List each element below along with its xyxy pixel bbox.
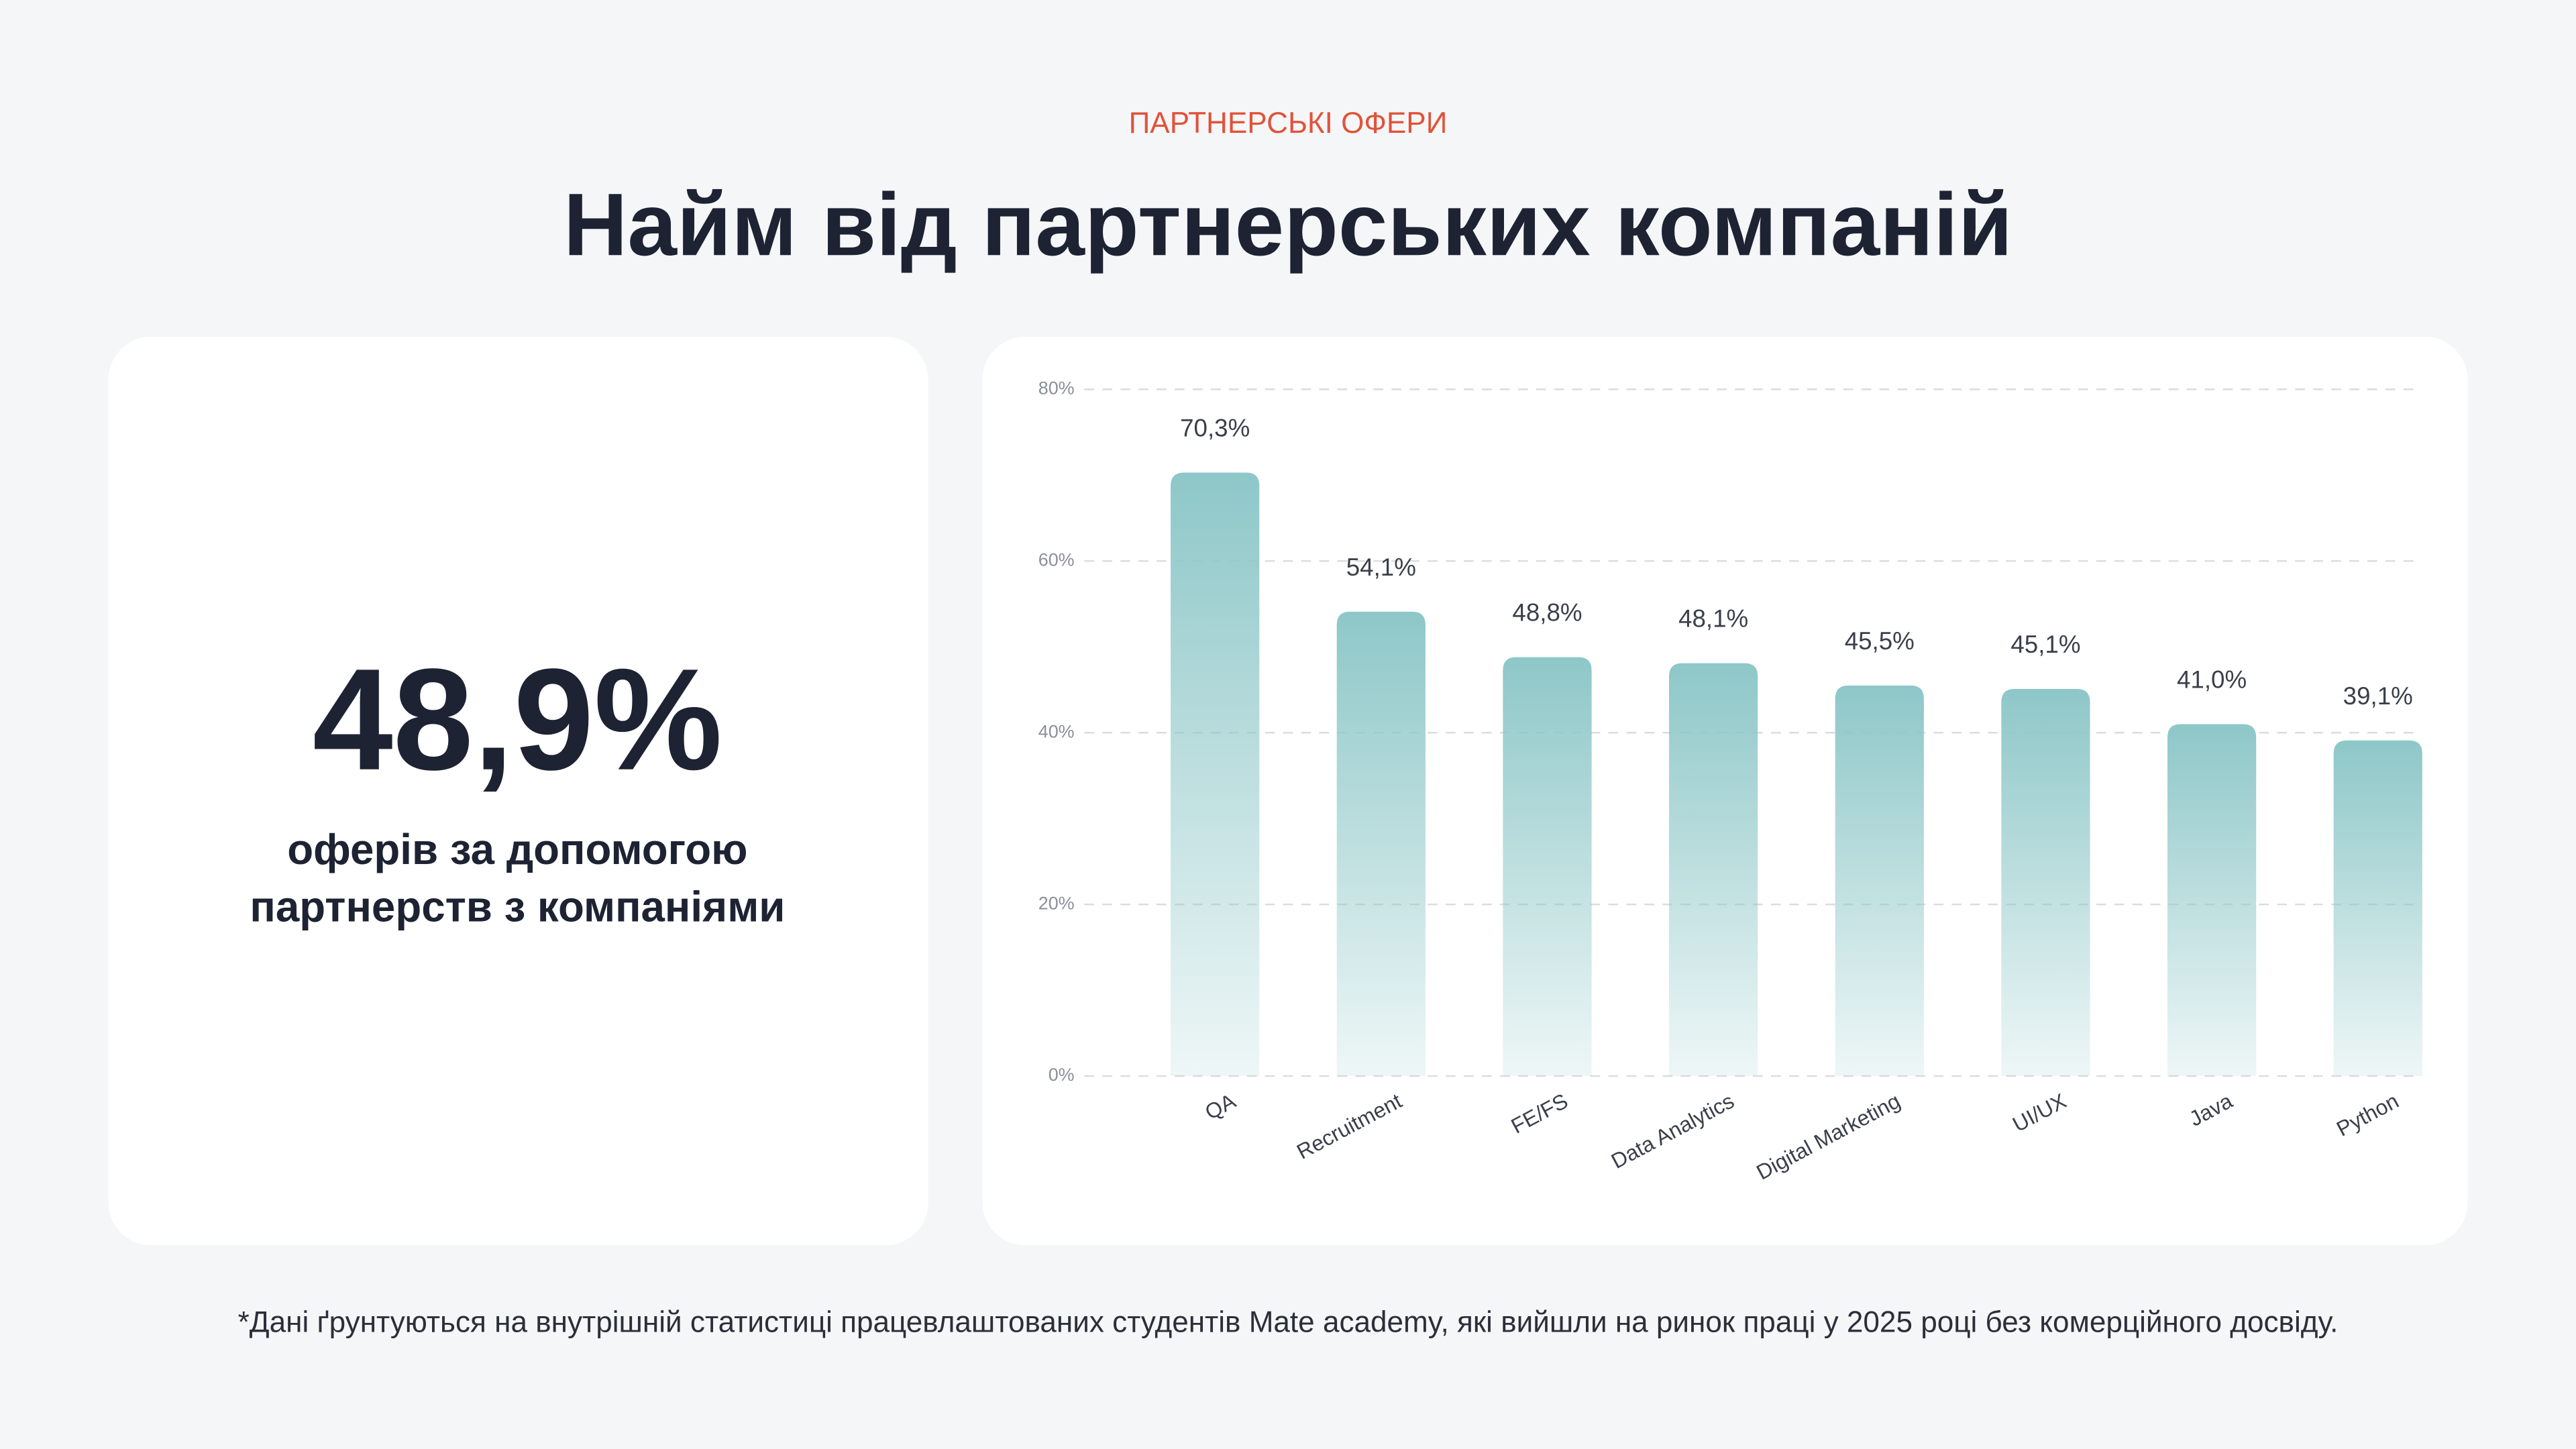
bar	[1835, 685, 1924, 1077]
value-label: 48,8%	[1512, 599, 1582, 627]
y-tick-label: 20%	[1038, 893, 1075, 913]
bar	[1669, 663, 1758, 1077]
value-label: 45,1%	[2010, 631, 2080, 658]
stat-value: 48,9%	[313, 639, 722, 800]
value-label: 45,5%	[1845, 627, 1915, 655]
y-tick-label: 60%	[1038, 549, 1075, 570]
eyebrow: ПАРТНЕРСЬКІ ОФЕРИ	[1129, 107, 1448, 140]
stat-caption: партнерств з компаніями	[250, 883, 785, 931]
value-label: 39,1%	[2343, 682, 2413, 710]
y-tick-label: 40%	[1038, 721, 1075, 741]
bar	[1336, 611, 1426, 1077]
value-label: 70,3%	[1180, 415, 1250, 442]
bar	[2333, 740, 2422, 1077]
stat-caption: оферів за допомогою	[287, 826, 747, 873]
stat-card	[108, 337, 928, 1246]
bar	[1503, 657, 1592, 1077]
footnote: *Дані ґрунтуються на внутрішній статисти…	[238, 1306, 2339, 1339]
value-label: 41,0%	[2177, 665, 2247, 693]
bar	[2167, 724, 2257, 1077]
value-label: 54,1%	[1346, 553, 1416, 581]
title: Найм від партнерських компаній	[564, 175, 2012, 274]
bar	[2001, 688, 2090, 1077]
y-tick-label: 0%	[1049, 1065, 1075, 1085]
y-tick-label: 80%	[1038, 378, 1075, 398]
bar	[1171, 472, 1260, 1077]
value-label: 48,1%	[1678, 605, 1748, 633]
